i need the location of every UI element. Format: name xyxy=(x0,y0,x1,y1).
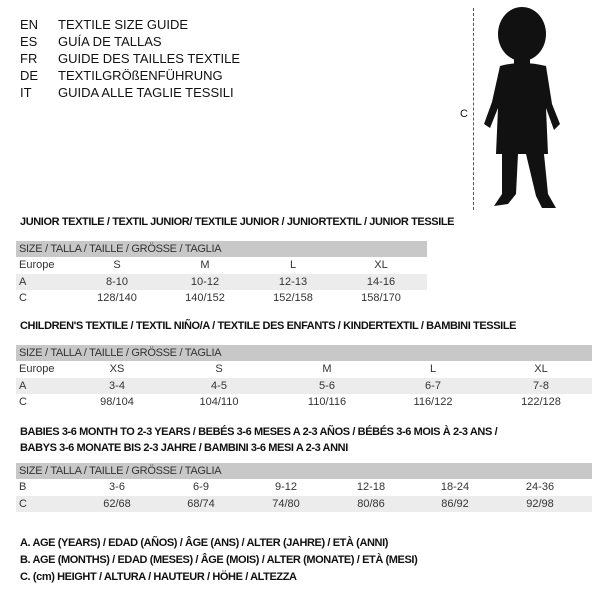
legend-a: A. AGE (YEARS) / EDAD (AÑOS) / ÂGE (ANS)… xyxy=(20,537,388,549)
lang-code: DE xyxy=(20,68,39,83)
row-label: A xyxy=(19,275,27,288)
table-cell: 74/80 xyxy=(272,497,300,510)
legend-b: B. AGE (MONTHS) / EDAD (MESES) / ÂGE (MO… xyxy=(20,554,418,566)
table-cell: 24-36 xyxy=(525,481,555,493)
lang-code: FR xyxy=(20,51,38,66)
table-cell: 5-6 xyxy=(319,379,335,392)
table-row: B 3-6 6-9 9-12 12-18 18-24 24-36 xyxy=(16,479,592,496)
table-cell: 98/104 xyxy=(100,396,134,408)
table-cell: 6-9 xyxy=(193,481,209,493)
table-cell: 104/110 xyxy=(199,396,239,408)
table-header: SIZE / TALLA / TAILLE / GRÖSSE / TAGLIA xyxy=(16,345,592,361)
lang-title: TEXTILGRÖßENFÜHRUNG xyxy=(58,68,223,83)
row-label: A xyxy=(19,379,27,392)
section-title-junior: JUNIOR TEXTILE / TEXTIL JUNIOR/ TEXTILE … xyxy=(20,216,455,228)
table-cell: XS xyxy=(109,363,125,375)
table-cell: S xyxy=(215,363,223,375)
table-cell: 152/158 xyxy=(273,292,313,304)
table-header: SIZE / TALLA / TAILLE / GRÖSSE / TAGLIA xyxy=(16,463,592,479)
babies-size-table: SIZE / TALLA / TAILLE / GRÖSSE / TAGLIA … xyxy=(16,463,592,512)
table-row: Europe XS S M L XL xyxy=(16,361,592,378)
table-cell: XL xyxy=(374,259,388,271)
row-label: Europe xyxy=(19,259,55,271)
lang-code: EN xyxy=(20,17,39,32)
table-cell: M xyxy=(200,259,210,271)
table-cell: 128/140 xyxy=(97,292,137,304)
child-silhouette-icon xyxy=(484,7,560,208)
lang-title: GUIDA ALLE TAGLIE TESSILI xyxy=(58,85,234,100)
table-cell: 3-6 xyxy=(109,481,125,493)
table-cell: S xyxy=(113,259,121,271)
row-label: C xyxy=(19,292,27,304)
lang-title: GUIDE DES TAILLES TEXTILE xyxy=(58,51,241,66)
table-cell: 92/98 xyxy=(526,497,554,510)
table-cell: 12-18 xyxy=(356,481,386,493)
table-header: SIZE / TALLA / TAILLE / GRÖSSE / TAGLIA xyxy=(16,241,427,257)
table-cell: 62/68 xyxy=(103,497,131,510)
table-cell: 3-4 xyxy=(109,379,125,392)
table-cell: 116/122 xyxy=(413,396,453,408)
legend-c: C. (cm) HEIGHT / ALTURA / HAUTEUR / HÖHE… xyxy=(20,571,297,583)
table-row: C 128/140 140/152 152/158 158/170 xyxy=(16,290,427,307)
height-label: C xyxy=(460,108,468,120)
lang-code: IT xyxy=(20,85,32,100)
table-cell: XL xyxy=(534,363,548,375)
section-title-babies-line1: BABIES 3-6 MONTH TO 2-3 YEARS / BEBÉS 3-… xyxy=(20,426,498,438)
table-row: Europe S M L XL xyxy=(16,257,427,274)
table-cell: L xyxy=(289,259,297,271)
table-cell: 12-13 xyxy=(278,275,308,288)
table-cell: 8-10 xyxy=(105,275,129,288)
table-cell: 9-12 xyxy=(274,481,298,493)
table-cell: 14-16 xyxy=(366,275,396,288)
table-row: C 62/68 68/74 74/80 80/86 86/92 92/98 xyxy=(16,495,592,512)
height-line xyxy=(473,8,474,210)
table-cell: 6-7 xyxy=(425,379,441,392)
table-row: C 98/104 104/110 110/116 116/122 122/128 xyxy=(16,394,592,411)
row-label: B xyxy=(19,481,27,493)
lang-title: GUÍA DE TALLAS xyxy=(58,34,162,49)
table-cell: 7-8 xyxy=(533,379,549,392)
table-cell: 122/128 xyxy=(521,396,561,408)
table-cell: 86/92 xyxy=(441,497,469,510)
section-title-babies-line2: BABYS 3-6 MONATE BIS 2-3 JAHRE / BAMBINI… xyxy=(20,442,348,454)
table-row: A 3-4 4-5 5-6 6-7 7-8 xyxy=(16,377,592,394)
table-cell: 158/170 xyxy=(361,292,401,304)
table-cell: 68/74 xyxy=(187,497,215,510)
junior-size-table: SIZE / TALLA / TAILLE / GRÖSSE / TAGLIA … xyxy=(16,241,427,307)
children-size-table: SIZE / TALLA / TAILLE / GRÖSSE / TAGLIA … xyxy=(16,345,592,411)
table-cell: 10-12 xyxy=(190,275,220,288)
section-title-children: CHILDREN'S TEXTILE / TEXTIL NIÑO/A / TEX… xyxy=(20,320,517,332)
table-cell: L xyxy=(429,363,437,375)
lang-code: ES xyxy=(20,34,38,49)
row-label: Europe xyxy=(19,363,55,375)
row-label: C xyxy=(19,396,27,408)
table-cell: 18-24 xyxy=(440,481,470,493)
table-row: A 8-10 10-12 12-13 14-16 xyxy=(16,273,427,290)
table-cell: 140/152 xyxy=(185,292,225,304)
table-cell: 110/116 xyxy=(307,396,347,408)
table-cell: M xyxy=(322,363,332,375)
lang-title: TEXTILE SIZE GUIDE xyxy=(58,17,189,32)
table-cell: 4-5 xyxy=(211,379,227,392)
table-cell: 80/86 xyxy=(357,497,385,510)
row-label: C xyxy=(19,497,27,510)
